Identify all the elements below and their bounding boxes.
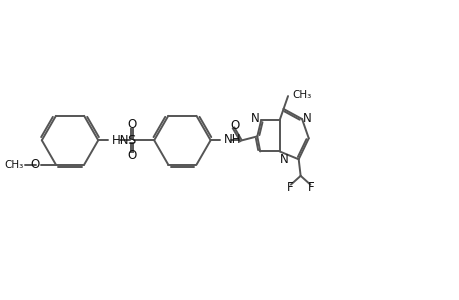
Text: S: S bbox=[127, 134, 136, 147]
Text: O: O bbox=[127, 149, 136, 162]
Text: F: F bbox=[286, 181, 293, 194]
Text: N: N bbox=[251, 112, 259, 125]
Text: N: N bbox=[280, 153, 288, 166]
Text: O: O bbox=[31, 158, 40, 171]
Text: F: F bbox=[308, 181, 314, 194]
Text: NH: NH bbox=[223, 133, 241, 146]
Text: HN: HN bbox=[112, 134, 129, 147]
Text: O: O bbox=[127, 118, 136, 131]
Text: O: O bbox=[230, 119, 239, 132]
Text: CH₃: CH₃ bbox=[292, 90, 311, 100]
Text: N: N bbox=[302, 112, 311, 124]
Text: CH₃: CH₃ bbox=[5, 160, 24, 170]
